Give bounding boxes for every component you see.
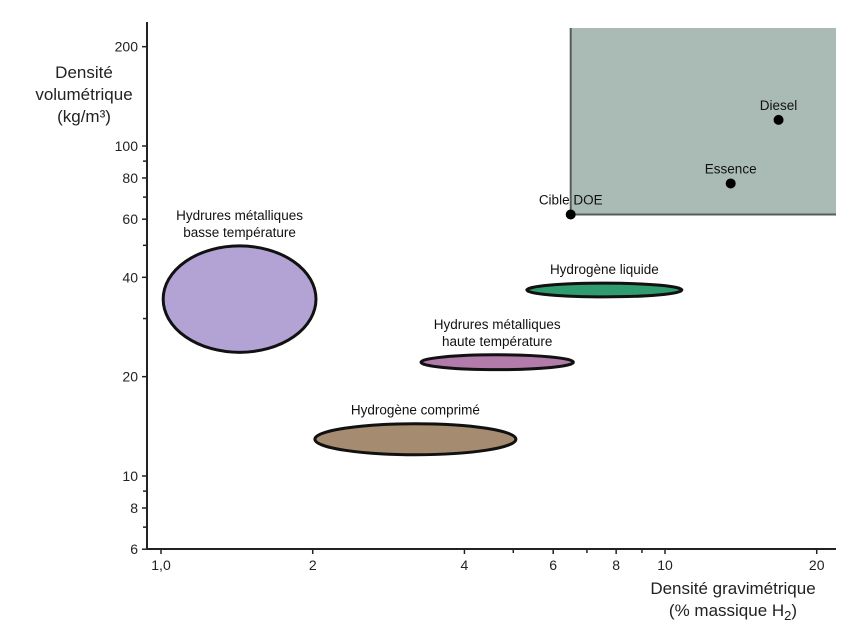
- x-tick-label: 1,0: [151, 557, 171, 573]
- x-ticks: 1,0 2 4 6 8 10 20: [151, 549, 825, 573]
- x-axis-title-line-1: Densité gravimétrique: [650, 579, 815, 598]
- y-tick-label: 8: [130, 500, 138, 516]
- data-point-label: Essence: [705, 161, 757, 176]
- region-label: haute température: [442, 334, 552, 349]
- data-point-label: Diesel: [760, 98, 798, 113]
- axes-layer: [146, 22, 836, 550]
- x-tick-label: 20: [809, 557, 825, 573]
- x-axis-title: Densité gravimétrique (% massique H2): [650, 579, 815, 623]
- y-tick-label: 60: [122, 211, 138, 227]
- regions-layer: Hydrures métalliques basse température Hyd…: [161, 208, 684, 457]
- region-label: Hydrures métalliques: [434, 317, 561, 332]
- region-label: Hydrogène comprimé: [351, 403, 480, 418]
- region-ellipse: [161, 244, 318, 354]
- y-tick-label: 200: [115, 39, 139, 55]
- x-tick-label: 6: [549, 557, 557, 573]
- region-ellipse: [419, 353, 575, 372]
- y-axis-title: Densité volumétrique (kg/m³): [35, 63, 132, 126]
- region-label: basse température: [183, 225, 296, 240]
- region-label: Hydrures métalliques: [176, 208, 303, 223]
- x-tick-label: 2: [309, 557, 317, 573]
- region-ellipse: [313, 422, 518, 457]
- x-tick-label: 4: [461, 557, 469, 573]
- x-tick-label: 10: [657, 557, 673, 573]
- y-tick-label: 10: [122, 468, 138, 484]
- data-point: [565, 209, 576, 220]
- doe-target-layer: [569, 28, 836, 216]
- points-layer: Cible DOE Essence Diesel: [539, 98, 797, 220]
- y-axis-title-line-1: Densité: [55, 63, 113, 82]
- y-tick-label: 80: [122, 170, 138, 186]
- x-tick-label: 8: [612, 557, 620, 573]
- y-ticks: 6 8 10 20 40 60 80 100 200: [115, 39, 147, 557]
- y-axis-title-line-3: (kg/m³): [57, 107, 111, 126]
- region-label: Hydrogène liquide: [550, 262, 659, 277]
- y-tick-label: 6: [130, 541, 138, 557]
- y-tick-label: 100: [115, 138, 139, 154]
- y-tick-label: 20: [122, 369, 138, 385]
- y-axis-title-line-2: volumétrique: [35, 85, 132, 104]
- x-axis-title-subscript: 2: [784, 608, 791, 623]
- data-point: [773, 114, 784, 125]
- doe-target-region: [570, 28, 836, 215]
- x-axis-title-suffix: ): [791, 601, 797, 620]
- region-ellipse: [525, 281, 684, 299]
- data-point: [725, 178, 736, 189]
- data-point-label: Cible DOE: [539, 193, 603, 208]
- x-axis-title-prefix: (% massique H: [669, 601, 784, 620]
- x-axis-title-line-2: (% massique H2): [669, 601, 797, 623]
- y-tick-label: 40: [122, 269, 138, 285]
